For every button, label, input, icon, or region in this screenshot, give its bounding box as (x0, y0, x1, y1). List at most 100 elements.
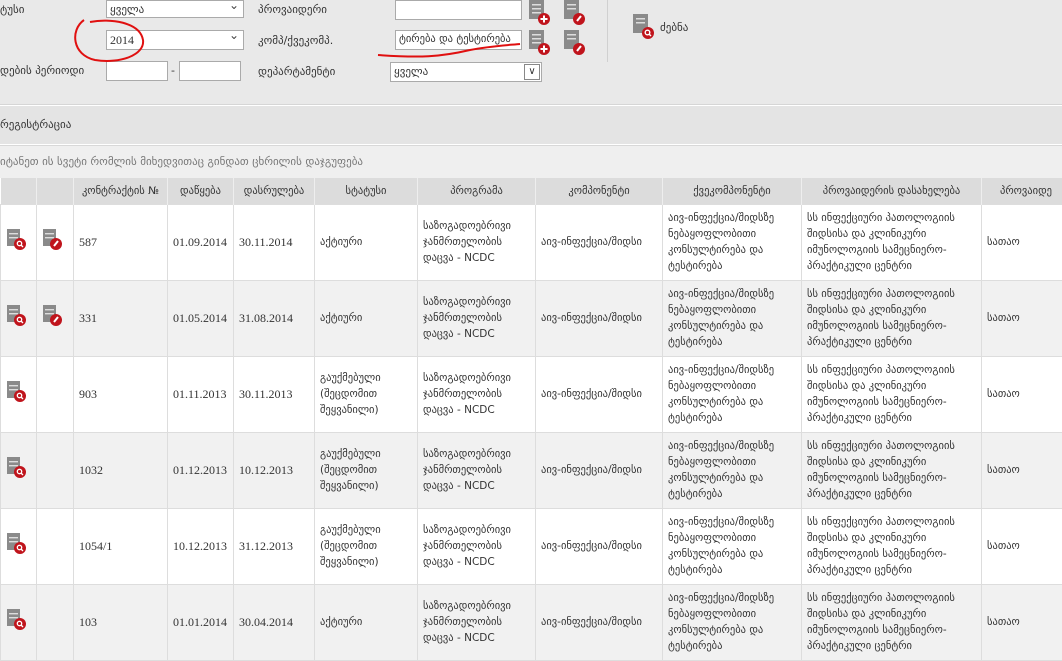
column-header[interactable]: კონტრაქტის № (74, 178, 168, 204)
edit-cell (37, 584, 74, 660)
cell-subcomponent: აივ-ინფექცია/შიდსზე ნებაყოფლობითი კონსულ… (663, 584, 802, 660)
provider-input[interactable] (395, 0, 522, 20)
cell-end: 30.04.2014 (234, 584, 315, 660)
comp-label: კომპ/ქვეკომპ. (258, 34, 333, 47)
cell-end: 30.11.2014 (234, 204, 315, 280)
view-cell[interactable] (1, 280, 37, 356)
cell-end: 10.12.2013 (234, 432, 315, 508)
cell-contract: 903 (74, 356, 168, 432)
cell-subcomponent: აივ-ინფექცია/შიდსზე ნებაყოფლობითი კონსულ… (663, 204, 802, 280)
comp-input[interactable]: ტირება და ტესტირება (395, 30, 522, 50)
view-icon[interactable] (6, 609, 28, 631)
edit-cell[interactable] (37, 204, 74, 280)
cell-provider: სს ინფექციური პათოლოგიის შიდსისა და კლინ… (802, 584, 982, 660)
status-select[interactable]: ყველა (106, 0, 244, 18)
column-header[interactable]: პროვაიდერის დასახელება (802, 178, 982, 204)
period-from-input[interactable] (106, 61, 168, 81)
cell-start: 01.01.2014 (168, 584, 234, 660)
cell-start: 01.05.2014 (168, 280, 234, 356)
provider-label: პროვაიდერი (258, 3, 327, 16)
cell-component: აივ-ინფექცია/შიდსი (536, 584, 663, 660)
cell-provider2: სათაო (982, 508, 1062, 584)
cell-contract: 331 (74, 280, 168, 356)
view-icon[interactable] (6, 305, 28, 327)
view-cell[interactable] (1, 204, 37, 280)
cell-program: საზოგადოებრივი ჯანმრთელობის დაცვა - NCDC (418, 584, 536, 660)
view-icon[interactable] (6, 381, 28, 403)
view-icon[interactable] (6, 229, 28, 251)
cell-provider: სს ინფექციური პათოლოგიის შიდსისა და კლინ… (802, 432, 982, 508)
registration-link[interactable]: რეგისტრაცია (0, 118, 71, 131)
cell-status: აქტიური (315, 280, 418, 356)
edit-cell (37, 432, 74, 508)
column-header[interactable]: პროგრამა (418, 178, 536, 204)
column-header[interactable]: დაწყება (168, 178, 234, 204)
edit-icon[interactable] (42, 229, 64, 251)
edit-cell (37, 508, 74, 584)
cell-provider2: სათაო (982, 432, 1062, 508)
cell-provider: სს ინფექციური პათოლოგიის შიდსისა და კლინ… (802, 204, 982, 280)
cell-contract: 103 (74, 584, 168, 660)
chevron-down-icon[interactable]: ∨ (524, 64, 540, 80)
view-icon[interactable] (6, 533, 28, 555)
period-label: დების პერიოდი (0, 64, 84, 77)
cell-status: აქტიური (315, 584, 418, 660)
edit-cell[interactable] (37, 280, 74, 356)
department-select[interactable]: ყველა∨ (390, 62, 542, 82)
view-cell[interactable] (1, 584, 37, 660)
cell-start: 01.09.2014 (168, 204, 234, 280)
column-header[interactable]: კომპონენტი (536, 178, 663, 204)
group-panel: იტანეთ ის სვეტი რომლის მიხედვითაც გინდათ… (0, 145, 1062, 178)
column-header[interactable]: დასრულება (234, 178, 315, 204)
cell-subcomponent: აივ-ინფექცია/შიდსზე ნებაყოფლობითი კონსულ… (663, 280, 802, 356)
status-label: ტუსი (0, 3, 24, 16)
view-cell[interactable] (1, 508, 37, 584)
cell-provider2: სათაო (982, 204, 1062, 280)
cell-contract: 1032 (74, 432, 168, 508)
period-to-input[interactable] (179, 61, 241, 81)
cell-component: აივ-ინფექცია/შიდსი (536, 280, 663, 356)
group-hint: იტანეთ ის სვეტი რომლის მიხედვითაც გინდათ… (0, 155, 363, 168)
column-header[interactable]: ქვეკომპონენტი (663, 178, 802, 204)
cell-start: 01.12.2013 (168, 432, 234, 508)
search-button[interactable]: ძებნა (632, 14, 688, 40)
view-cell[interactable] (1, 356, 37, 432)
cell-end: 30.11.2013 (234, 356, 315, 432)
edit-cell (37, 356, 74, 432)
cell-component: აივ-ინფექცია/შიდსი (536, 356, 663, 432)
cell-component: აივ-ინფექცია/შიდსი (536, 508, 663, 584)
edit-icon[interactable] (42, 305, 64, 327)
registration-bar: რეგისტრაცია (0, 106, 1062, 144)
cell-start: 01.11.2013 (168, 356, 234, 432)
period-separator: - (171, 64, 175, 77)
column-header[interactable]: სტატუსი (315, 178, 418, 204)
view-icon[interactable] (6, 457, 28, 479)
add-provider-icon[interactable] (528, 0, 550, 26)
cell-contract: 1054/1 (74, 508, 168, 584)
column-header[interactable] (1, 178, 37, 204)
cell-status: გაუქმებული (შეცდომით შეყვანილი) (315, 432, 418, 508)
cell-provider: სს ინფექციური პათოლოგიის შიდსისა და კლინ… (802, 280, 982, 356)
search-icon (632, 14, 654, 40)
view-cell[interactable] (1, 432, 37, 508)
cell-provider2: სათაო (982, 356, 1062, 432)
cell-program: საზოგადოებრივი ჯანმრთელობის დაცვა - NCDC (418, 508, 536, 584)
clear-provider-icon[interactable] (563, 0, 585, 26)
cell-subcomponent: აივ-ინფექცია/შიდსზე ნებაყოფლობითი კონსულ… (663, 432, 802, 508)
clear-comp-icon[interactable] (563, 30, 585, 56)
column-header[interactable]: პროვაიდე (982, 178, 1062, 204)
cell-component: აივ-ინფექცია/შიდსი (536, 432, 663, 508)
cell-status: გაუქმებული (შეცდომით შეყვანილი) (315, 356, 418, 432)
filter-panel: ტუსი ყველა 2014 დების პერიოდი - პროვაიდე… (0, 0, 1062, 105)
column-header[interactable] (37, 178, 74, 204)
cell-component: აივ-ინფექცია/შიდსი (536, 204, 663, 280)
add-comp-icon[interactable] (528, 30, 550, 56)
year-select[interactable]: 2014 (106, 30, 244, 50)
